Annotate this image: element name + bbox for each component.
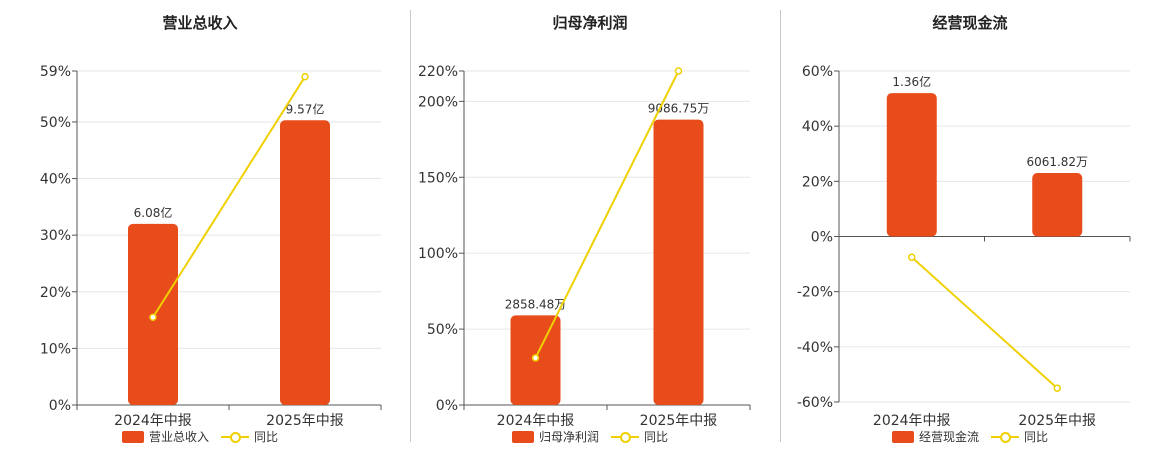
legend: 经营现金流 同比 xyxy=(780,428,1160,445)
legend-line-label: 同比 xyxy=(254,430,279,444)
panel-divider xyxy=(410,10,411,442)
bar-data-label: 1.36亿 xyxy=(892,74,931,89)
y-tick-label: 200% xyxy=(418,94,458,110)
y-tick-label: -20% xyxy=(797,285,833,301)
chart-net-profit: 0% 50% 100% 150% 200% 220% 2024年中报 2025年中报 2858.… xyxy=(418,64,751,429)
line-point xyxy=(301,72,309,81)
series-line xyxy=(534,70,680,359)
legend-item-line[interactable]: 同比 xyxy=(611,428,668,445)
y-tick-label: 60% xyxy=(802,64,833,80)
bar-data-label: 9.57亿 xyxy=(286,101,325,116)
chart-panel-cash-flow: 经营现金流 -60% -40% -20% 0% 20% 40% 60% 2024年中报 2025… xyxy=(780,0,1160,450)
bar-data-label: 2858.48万 xyxy=(505,297,567,311)
bar-data-label: 9086.75万 xyxy=(648,102,710,116)
y-tick-label: 40% xyxy=(40,172,71,188)
x-tick-label: 2025年中报 xyxy=(640,413,718,429)
legend-line-swatch xyxy=(611,431,639,443)
x-tick-label: 2025年中报 xyxy=(1018,413,1096,429)
legend-item-bar[interactable]: 归母净利润 xyxy=(511,428,599,445)
y-tick-label: 50% xyxy=(427,322,458,338)
chart-panel-revenue: 营业总收入 0% 10% 20% 30% 40% 50% 59% 2024年中报 2025年中报… xyxy=(0,0,400,450)
bar-data-label: 6061.82万 xyxy=(1026,155,1088,169)
line-point xyxy=(674,67,683,75)
legend-item-line[interactable]: 同比 xyxy=(991,428,1048,445)
bar xyxy=(653,119,704,405)
chart-title: 营业总收入 xyxy=(162,14,238,32)
legend-line-label: 同比 xyxy=(644,430,669,444)
legend: 营业总收入 同比 xyxy=(0,428,400,445)
y-tick-label: -60% xyxy=(797,395,833,411)
bar xyxy=(1032,173,1083,237)
legend-bar-label: 经营现金流 xyxy=(918,430,979,444)
series-line xyxy=(911,256,1058,389)
x-tick-label: 2024年中报 xyxy=(497,413,575,429)
y-tick-label: 59% xyxy=(40,64,71,80)
chart-revenue: 0% 10% 20% 30% 40% 50% 59% 2024年中报 2025年中报 6.08亿 9… xyxy=(40,64,382,429)
x-tick-label: 2024年中报 xyxy=(114,413,192,429)
y-tick-label: 20% xyxy=(40,285,71,301)
x-tick-label: 2025年中报 xyxy=(266,413,344,429)
line-point xyxy=(531,354,540,362)
chart-cash-flow: -60% -40% -20% 0% 20% 40% 60% 2024年中报 2025年中报 1.3… xyxy=(797,64,1131,429)
y-tick-label: 30% xyxy=(40,228,71,244)
y-tick-label: 50% xyxy=(40,115,71,131)
y-tick-label: -40% xyxy=(797,340,833,356)
y-tick-label: 40% xyxy=(802,119,833,135)
line-point xyxy=(149,313,157,322)
y-tick-label: 150% xyxy=(418,170,458,186)
legend-bar-label: 营业总收入 xyxy=(148,430,209,444)
panel-divider xyxy=(780,10,781,442)
y-tick-label: 20% xyxy=(802,174,833,190)
legend-line-swatch xyxy=(991,431,1019,443)
bar xyxy=(886,93,937,237)
x-tick-label: 2024年中报 xyxy=(873,413,951,429)
y-tick-label: 220% xyxy=(418,64,458,80)
legend-bar-swatch xyxy=(891,430,914,443)
legend-line-label: 同比 xyxy=(1024,430,1049,444)
legend-item-line[interactable]: 同比 xyxy=(221,428,278,445)
legend-item-bar[interactable]: 营业总收入 xyxy=(121,428,209,445)
line-point xyxy=(908,253,916,261)
chart-title: 归母净利润 xyxy=(552,14,628,32)
chart-title: 经营现金流 xyxy=(932,14,1008,32)
y-tick-label: 0% xyxy=(436,398,458,414)
y-tick-label: 0% xyxy=(811,230,833,246)
legend: 归母净利润 同比 xyxy=(400,428,780,445)
y-tick-label: 10% xyxy=(40,341,71,357)
line-point xyxy=(1053,384,1061,392)
legend-item-bar[interactable]: 经营现金流 xyxy=(891,428,979,445)
bar xyxy=(280,120,330,405)
legend-bar-label: 归母净利润 xyxy=(538,430,599,444)
legend-line-swatch xyxy=(221,431,249,443)
legend-bar-swatch xyxy=(121,430,144,443)
series-line xyxy=(152,76,306,318)
bar-data-label: 6.08亿 xyxy=(134,205,173,220)
legend-bar-swatch xyxy=(511,430,534,443)
y-tick-label: 100% xyxy=(418,246,458,262)
y-tick-label: 0% xyxy=(49,398,71,414)
chart-panel-net-profit: 归母净利润 0% 50% 100% 150% 200% 220% 2024年中报 2025年中… xyxy=(400,0,780,450)
